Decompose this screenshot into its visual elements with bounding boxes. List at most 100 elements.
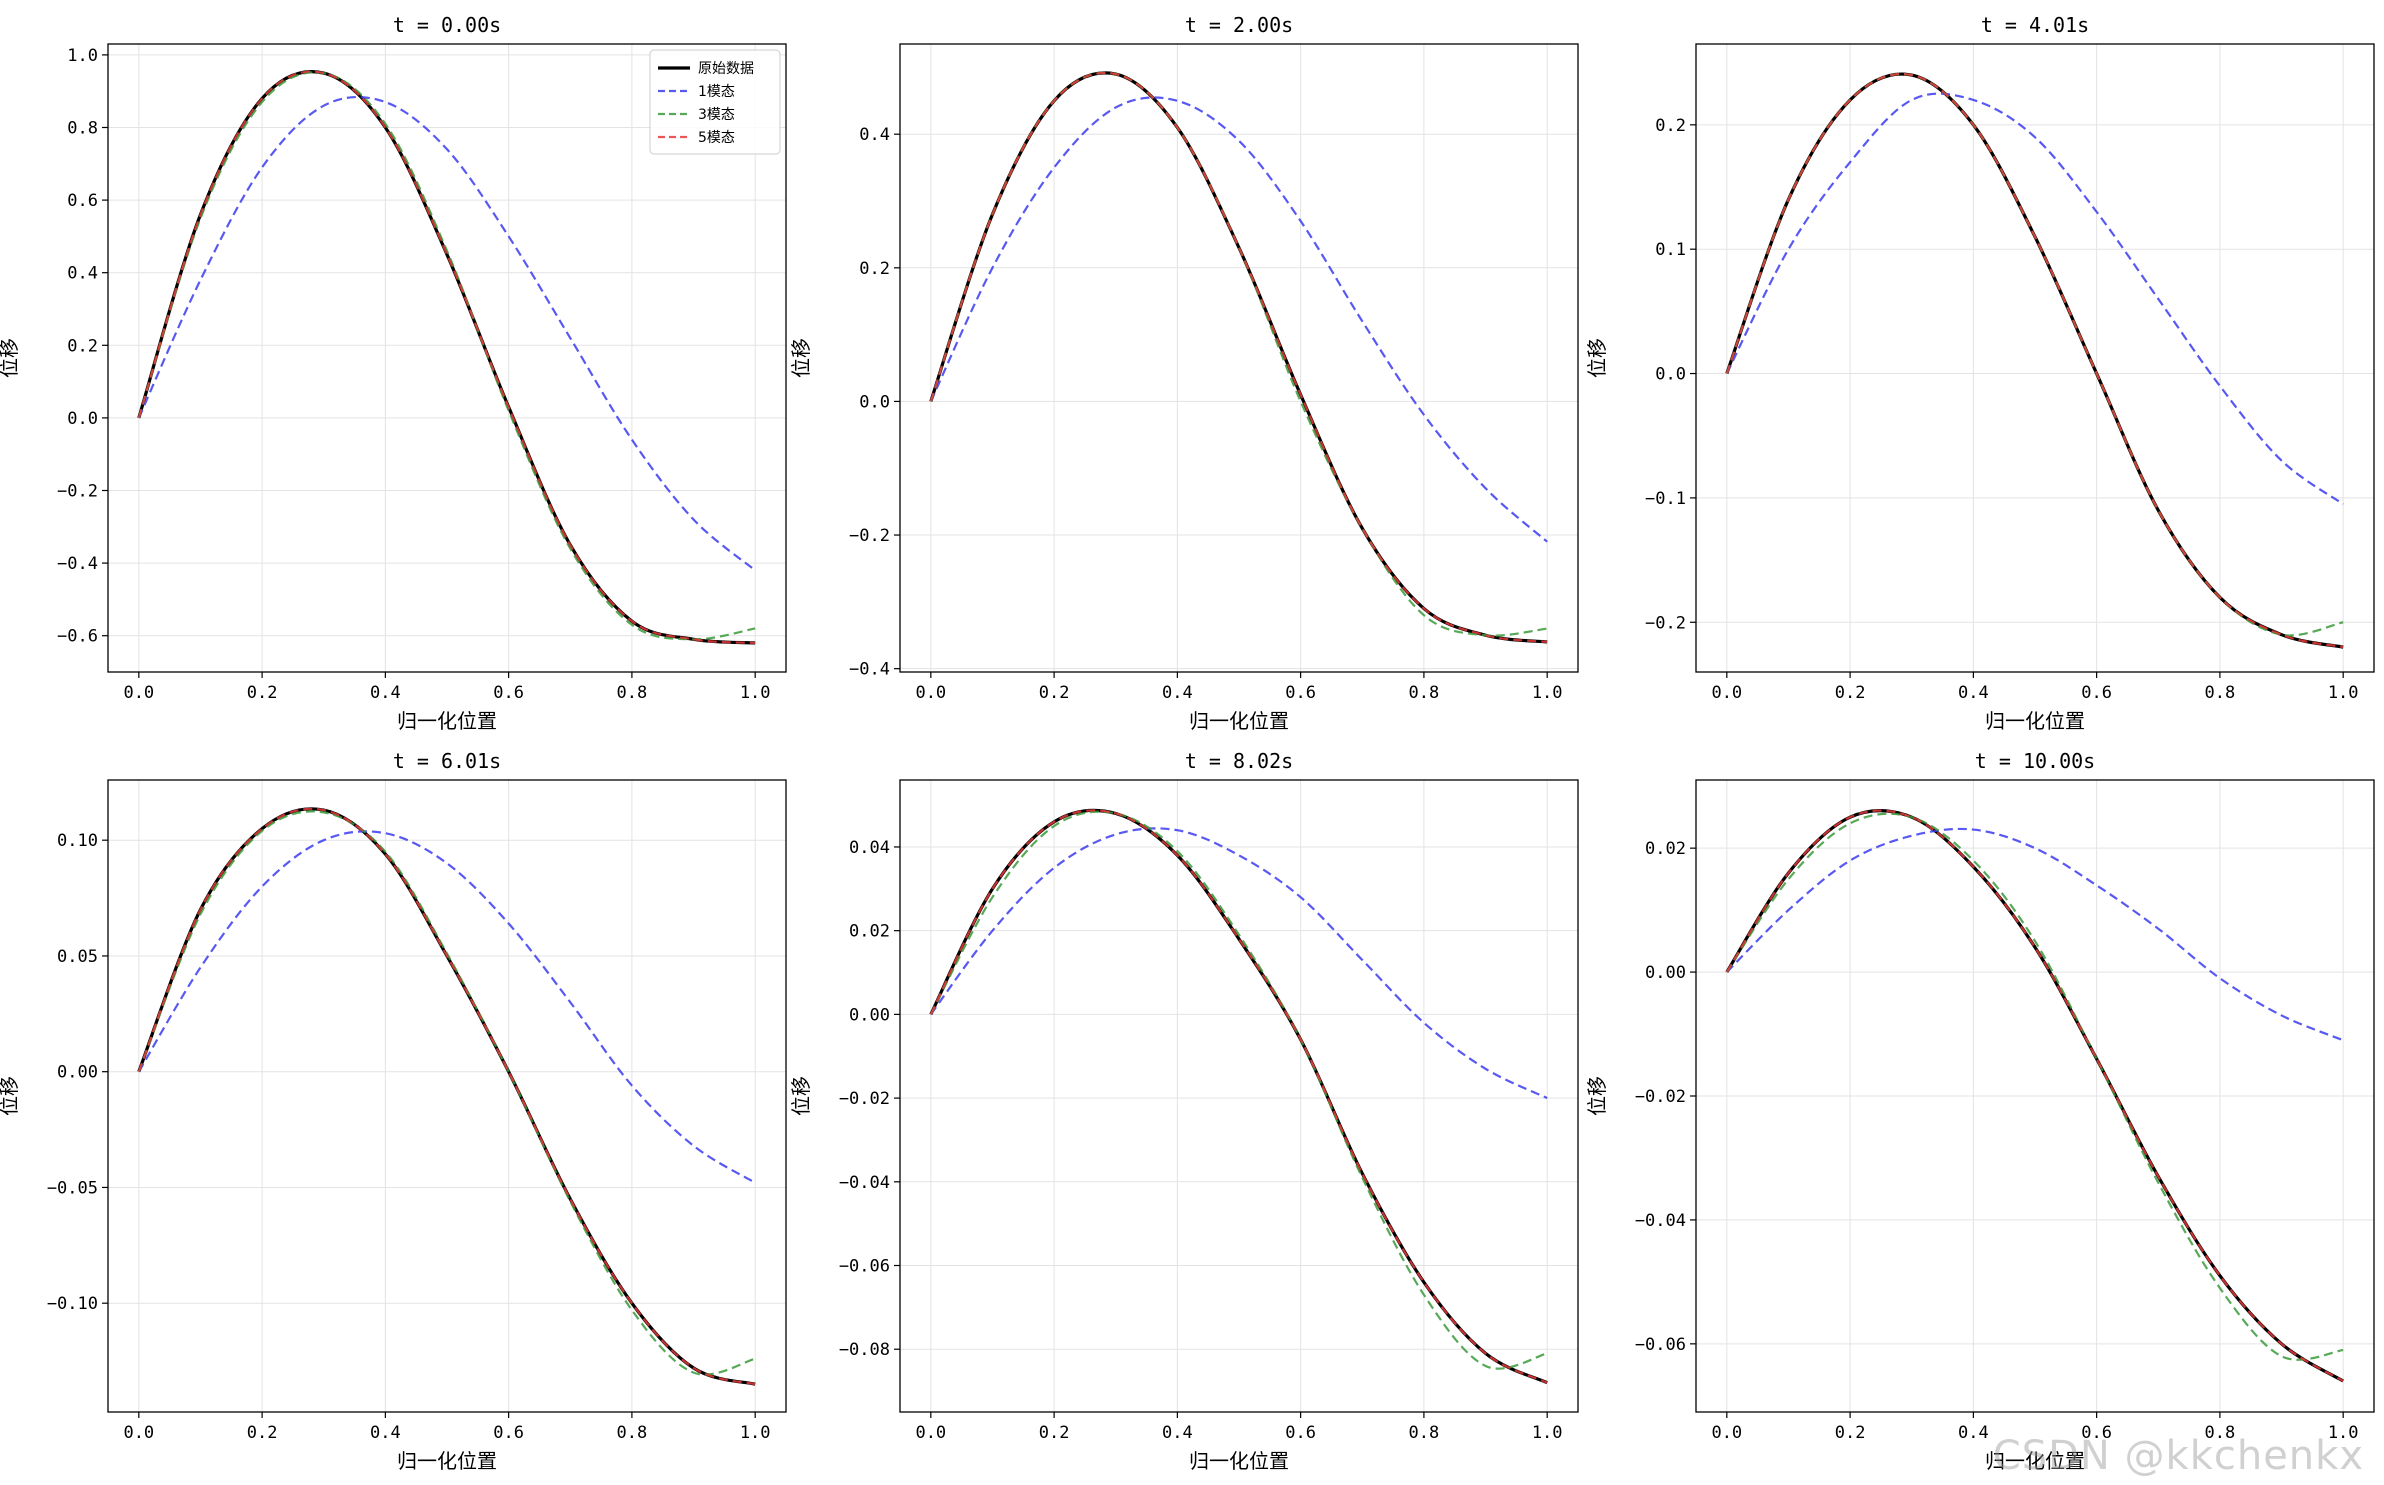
x-tick-label: 0.8 [1409, 683, 1440, 703]
y-tick-label: 1.0 [67, 46, 98, 66]
x-tick-label: 0.4 [1958, 683, 1989, 703]
axes-frame [1695, 43, 2375, 673]
x-tick-label: 0.6 [1285, 1423, 1316, 1443]
y-tick-label: −0.02 [1635, 1087, 1686, 1107]
x-tick-label: 0.8 [2205, 683, 2236, 703]
y-tick-label: −0.08 [839, 1340, 890, 1360]
x-tick-label: 0.6 [493, 1423, 524, 1443]
axes-frame [899, 43, 1579, 673]
legend-label: 1模态 [698, 84, 735, 100]
series-line-original [929, 71, 1548, 644]
series-line-mode3 [929, 810, 1548, 1370]
series-line-mode5 [1725, 73, 2344, 649]
x-tick-label: 0.0 [1711, 683, 1742, 703]
series-line-mode5 [929, 809, 1548, 1384]
axes-frame [899, 779, 1579, 1413]
series-line-mode3 [929, 71, 1548, 637]
series-line-mode3 [137, 810, 756, 1376]
x-tick-label: 1.0 [1532, 1423, 1563, 1443]
subplot-title: t = 4.01s [1981, 13, 2089, 37]
y-tick-label: −0.04 [839, 1173, 890, 1193]
subplot-6: 0.0 0.2 0.4 0.6 0.8 1.0 −0.06 −0.04 −0.02 0.00 0.0… [1585, 749, 2375, 1473]
y-tick-label: −0.06 [839, 1257, 890, 1277]
axes-frame [107, 779, 787, 1413]
subplot-4: 0.0 0.2 0.4 0.6 0.8 1.0 −0.10 −0.05 0.00 0.05 0.10… [0, 749, 787, 1473]
subplot-5: 0.0 0.2 0.4 0.6 0.8 1.0 −0.08 −0.06 −0.04 −0.02 0.… [789, 749, 1579, 1473]
legend-label: 原始数据 [698, 61, 754, 77]
series-line-original [1725, 72, 2344, 649]
legend-label: 5模态 [698, 130, 735, 146]
y-tick-label: 0.8 [67, 118, 98, 138]
series-line-mode3 [137, 71, 756, 641]
y-tick-label: 0.2 [859, 259, 890, 279]
x-tick-label: 1.0 [740, 683, 771, 703]
y-tick-label: 0.05 [57, 947, 98, 967]
x-tick-label: 0.4 [370, 683, 401, 703]
y-tick-label: −0.04 [1635, 1211, 1686, 1231]
y-tick-label: −0.4 [849, 660, 890, 680]
x-axis-label: 归一化位置 [1985, 709, 2085, 733]
series-line-mode1 [137, 830, 756, 1184]
x-tick-label: 0.4 [370, 1423, 401, 1443]
y-tick-label: −0.2 [57, 481, 98, 501]
subplot-title: t = 2.00s [1185, 13, 1293, 37]
y-axis-label: 位移 [1585, 1076, 1609, 1116]
series-line-mode1 [1725, 92, 2344, 506]
x-tick-label: 1.0 [740, 1423, 771, 1443]
legend-box [649, 49, 781, 155]
series-line-original [929, 808, 1548, 1385]
x-tick-label: 0.0 [915, 683, 946, 703]
series-line-original [137, 807, 756, 1386]
x-tick-label: 0.8 [2205, 1423, 2236, 1443]
subplot-1: 0.0 0.2 0.4 0.6 0.8 1.0 −0.6 −0.4 −0.2 0.0 0.2 0.4 0… [0, 13, 787, 733]
x-axis-label: 归一化位置 [1189, 1449, 1289, 1473]
x-tick-label: 0.8 [617, 683, 648, 703]
x-tick-label: 1.0 [2328, 683, 2359, 703]
y-tick-label: −0.4 [57, 554, 98, 574]
series-line-mode1 [1726, 827, 2344, 1042]
x-tick-label: 0.2 [247, 683, 278, 703]
x-tick-label: 0.2 [247, 1423, 278, 1443]
x-tick-label: 0.2 [1835, 1423, 1866, 1443]
y-tick-label: −0.2 [1645, 613, 1686, 633]
watermark: CSDN @kkchenkx [1992, 1433, 2364, 1479]
y-tick-label: 0.00 [849, 1005, 890, 1025]
subplot-title: t = 0.00s [393, 13, 501, 37]
series-line-mode1 [929, 96, 1548, 543]
subplot-2: 0.0 0.2 0.4 0.6 0.8 1.0 −0.4 −0.2 0.0 0.2 0.4 t = 2… [789, 13, 1579, 733]
y-axis-label: 位移 [1585, 338, 1609, 378]
y-tick-label: 0.10 [57, 831, 98, 851]
x-tick-label: 0.2 [1039, 1423, 1070, 1443]
y-tick-label: 0.02 [849, 922, 890, 942]
x-tick-label: 0.6 [493, 683, 524, 703]
y-tick-label: 0.2 [67, 336, 98, 356]
series-line-mode1 [137, 95, 756, 572]
y-tick-label: 0.00 [1645, 963, 1686, 983]
x-tick-label: 0.0 [1711, 1423, 1742, 1443]
series-line-mode5 [1725, 809, 2344, 1382]
y-axis-label: 位移 [789, 1076, 813, 1116]
subplot-title: t = 8.02s [1185, 749, 1293, 773]
x-tick-label: 0.4 [1958, 1423, 1989, 1443]
y-tick-label: −0.2 [849, 526, 890, 546]
x-tick-label: 0.2 [1039, 683, 1070, 703]
series-line-mode3 [1725, 73, 2344, 637]
y-tick-label: −0.6 [57, 627, 98, 647]
y-tick-label: −0.06 [1635, 1335, 1686, 1355]
y-tick-label: 0.6 [67, 191, 98, 211]
x-tick-label: 0.0 [123, 683, 154, 703]
y-tick-label: −0.02 [839, 1089, 890, 1109]
series-line-mode3 [1725, 812, 2344, 1361]
x-axis-label: 归一化位置 [397, 1449, 497, 1473]
subplot-title: t = 6.01s [393, 749, 501, 773]
series-line-mode5 [137, 807, 756, 1386]
subplot-title: t = 10.00s [1975, 749, 2095, 773]
subplot-3: 0.0 0.2 0.4 0.6 0.8 1.0 −0.2 −0.1 0.0 0.1 0.2 t = 4… [1585, 13, 2375, 733]
legend: 原始数据 1模态 3模态 5模态 [649, 49, 781, 155]
y-tick-label: 0.04 [849, 838, 890, 858]
series-line-mode1 [929, 827, 1548, 1100]
x-tick-label: 0.8 [617, 1423, 648, 1443]
y-tick-label: 0.4 [859, 125, 890, 145]
series-line-mode5 [929, 71, 1548, 644]
